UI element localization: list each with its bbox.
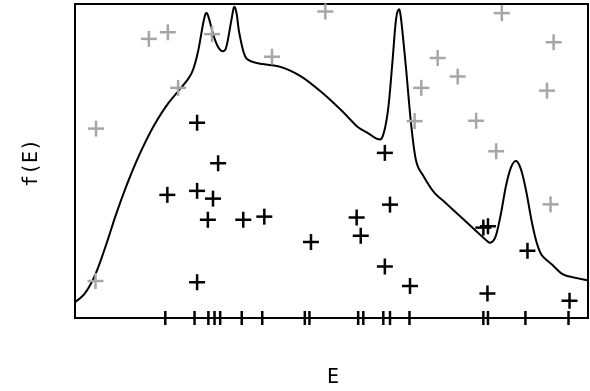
grey-point (170, 79, 187, 96)
black-point (479, 218, 496, 235)
grey-point (263, 48, 280, 65)
black-point (204, 190, 221, 207)
grey-point (406, 113, 423, 130)
grey-point (468, 112, 485, 129)
grey-point (488, 143, 505, 160)
black-point (479, 285, 496, 302)
black-point (199, 211, 216, 228)
black-point (348, 209, 365, 226)
grey-point (88, 120, 105, 137)
y-axis-label: f(E) (18, 139, 42, 187)
grey-point (449, 68, 466, 85)
plot-area (74, 3, 589, 325)
black-point (189, 274, 206, 291)
grey-point (542, 196, 559, 213)
grey-point (413, 79, 430, 96)
x-axis-label: E (327, 364, 339, 388)
black-point (381, 196, 398, 213)
grey-point (493, 5, 510, 22)
black-point (159, 186, 176, 203)
black-point (189, 114, 206, 131)
black-point (189, 182, 206, 199)
black-point (376, 144, 393, 161)
black-point (376, 258, 393, 275)
grey-point (203, 26, 220, 43)
grey-point (159, 24, 176, 41)
black-point (519, 242, 536, 259)
grey-point (87, 272, 104, 289)
black-point (210, 155, 227, 172)
black-point (302, 234, 319, 251)
black-point (235, 211, 252, 228)
black-point (561, 292, 578, 309)
black-point (352, 227, 369, 244)
grey-point (429, 50, 446, 67)
black-point (256, 208, 273, 225)
density-curve (74, 5, 589, 304)
plot-frame (74, 3, 589, 319)
grey-point (140, 30, 157, 47)
grey-point (545, 34, 562, 51)
grey-point (317, 3, 334, 20)
grey-point (538, 82, 555, 99)
black-point (401, 277, 418, 294)
